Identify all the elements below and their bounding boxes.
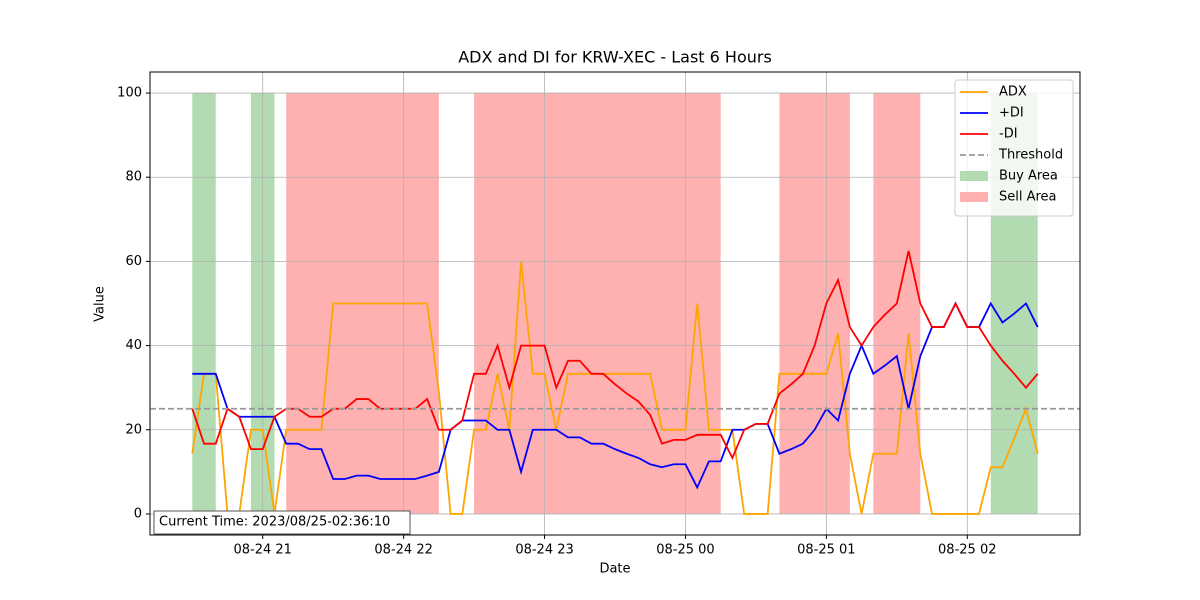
annotation-box	[153, 510, 411, 535]
legend-label: Threshold	[998, 148, 1063, 163]
x-tick-label: 08-24 21	[234, 543, 292, 558]
x-tick-label: 08-25 01	[797, 543, 855, 558]
y-axis-label: Value	[93, 286, 108, 322]
legend-label: ADX	[999, 85, 1027, 100]
data-line	[192, 301, 1039, 490]
y-tick-label: 40	[125, 338, 142, 353]
area-span	[474, 93, 721, 514]
legend-swatch	[960, 171, 988, 181]
y-tick-label: 60	[125, 254, 142, 269]
x-tick-label: 08-24 23	[515, 543, 573, 558]
legend-box	[954, 79, 1074, 217]
chart-title: ADX and DI for KRW-XEC - Last 6 Hours	[458, 48, 772, 67]
legend-label: Buy Area	[999, 169, 1058, 184]
x-axis-label: Date	[599, 562, 630, 577]
area-span	[779, 93, 850, 514]
plot-frame	[149, 71, 1081, 536]
legend-swatch	[960, 192, 988, 202]
area-span	[192, 93, 216, 514]
legend-label: Sell Area	[999, 190, 1057, 205]
annotation: Current Time: 2023/08/25-02:36:10	[159, 515, 390, 530]
legend-label: -DI	[999, 127, 1018, 142]
y-tick-label: 100	[117, 86, 142, 101]
x-tick-label: 08-25 00	[656, 543, 714, 558]
y-tick-label: 20	[125, 422, 142, 437]
x-tick-label: 08-25 02	[938, 543, 996, 558]
y-tick-label: 0	[134, 506, 142, 521]
data-line	[191, 261, 1039, 515]
legend-label: +DI	[999, 106, 1024, 121]
y-tick-label: 80	[125, 170, 142, 185]
x-tick-label: 08-24 22	[374, 543, 432, 558]
